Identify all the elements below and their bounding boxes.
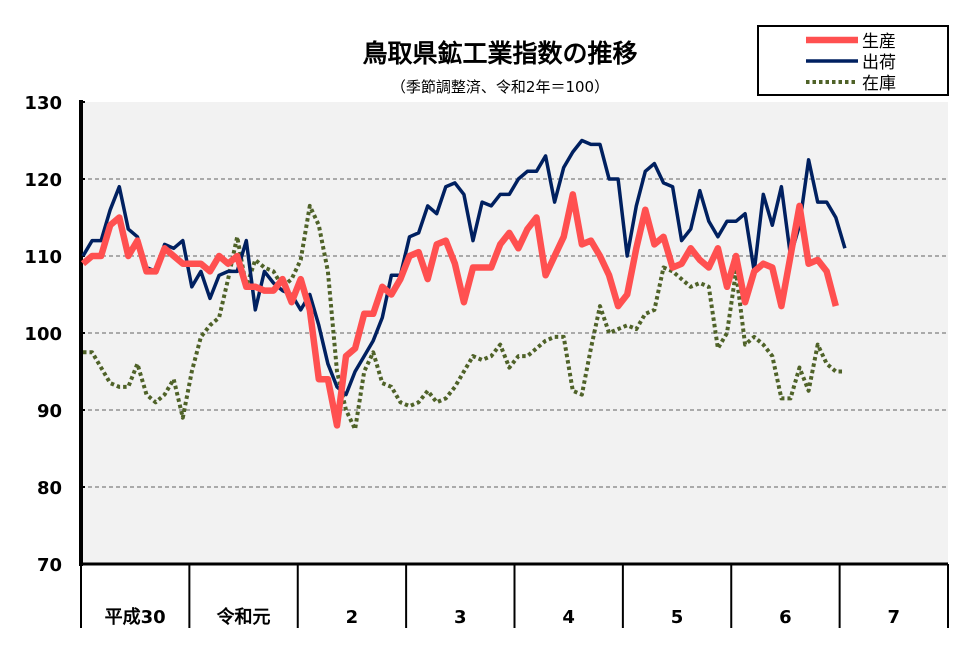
chart-subtitle: （季節調整済、令和2年＝100）: [391, 78, 609, 96]
chart-title: 鳥取県鉱工業指数の推移: [362, 39, 637, 68]
x-axis: 平成30 令和元 2 3 4 5 6 7: [79, 562, 949, 628]
y-axis: 130 120 110 100 90 80 70: [24, 93, 85, 576]
gridlines: [81, 178, 948, 488]
x-year-label: 平成30: [105, 606, 166, 628]
series-line-production: [80, 191, 839, 429]
x-year-label: 3: [454, 607, 467, 628]
legend-label: 在庫: [862, 74, 896, 94]
x-year-label: 6: [779, 607, 792, 628]
series-group: [80, 138, 847, 432]
y-tick-label: 120: [24, 170, 62, 191]
y-tick-label: 90: [37, 401, 62, 422]
y-tick-label: 110: [24, 247, 62, 268]
x-year-label: 7: [888, 607, 901, 628]
x-year-label: 5: [671, 607, 684, 628]
y-tick-label: 80: [37, 478, 62, 499]
legend-label: 生産: [862, 32, 896, 52]
y-tick-label: 100: [24, 324, 62, 345]
series-line-shipments: [81, 138, 847, 397]
y-tick-label: 70: [37, 555, 62, 576]
legend-label: 出荷: [862, 53, 896, 73]
x-year-label: 4: [562, 607, 575, 628]
series-line-inventory: [83, 203, 845, 432]
x-year-label: 2: [346, 607, 359, 628]
x-year-label: 令和元: [216, 606, 271, 628]
y-tick-label: 130: [24, 93, 62, 114]
